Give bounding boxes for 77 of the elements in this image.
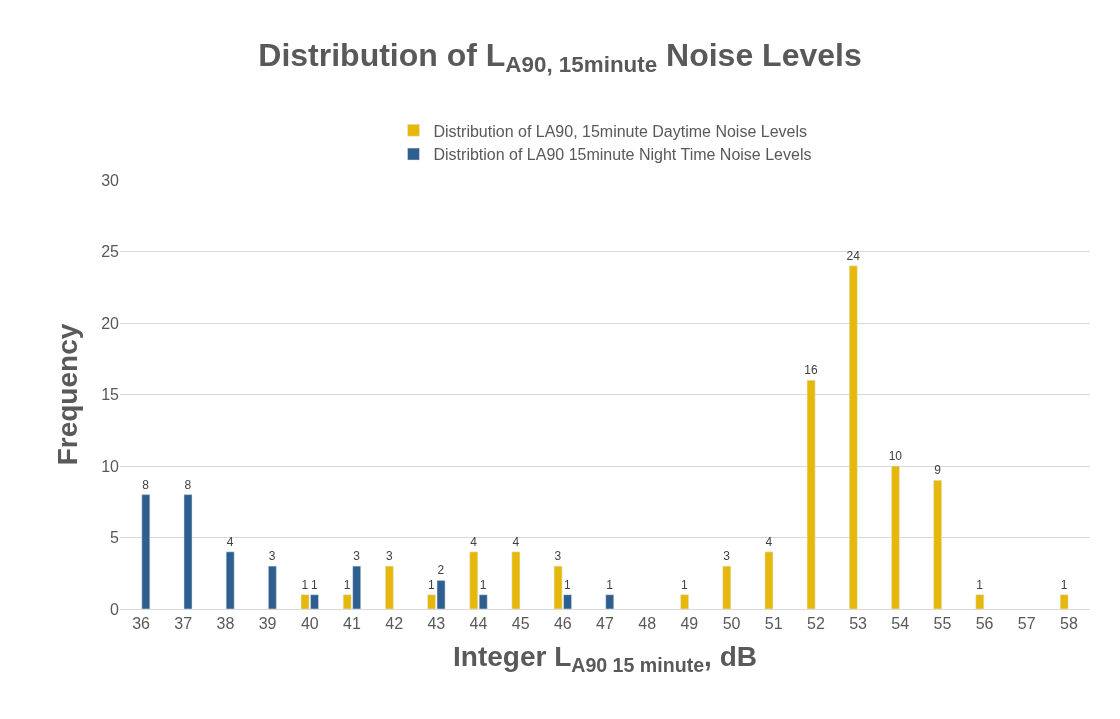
- bar: [933, 480, 942, 609]
- data-label: 1: [343, 577, 351, 592]
- x-tick-label: 40: [300, 615, 319, 633]
- x-tick-label: 43: [427, 615, 446, 633]
- data-label: 4: [226, 534, 234, 549]
- data-label: 24: [846, 248, 861, 263]
- data-label: 10: [888, 449, 903, 463]
- data-label: 1: [479, 577, 487, 592]
- bar: [891, 465, 900, 609]
- x-tick-label: 36: [132, 615, 151, 633]
- x-tick-label: 47: [596, 615, 614, 633]
- bar: [511, 551, 521, 609]
- data-label: 1: [301, 577, 309, 592]
- y-tick-label: 15: [101, 386, 120, 404]
- bar: [1059, 594, 1069, 609]
- legend-label: Distribution of LA90, 15minute Daytime Noise Levels: [433, 122, 808, 140]
- x-tick-label: 50: [722, 615, 741, 633]
- data-label: 3: [554, 549, 562, 564]
- bar: [764, 551, 774, 609]
- bar: [225, 551, 235, 609]
- x-tick-label: 42: [385, 615, 404, 633]
- x-tick-label: 53: [849, 615, 868, 633]
- x-tick-label: 44: [469, 615, 488, 633]
- x-tick-label: 41: [343, 615, 361, 633]
- bar: [722, 565, 732, 609]
- bar: [680, 594, 689, 609]
- x-tick-label: 52: [806, 615, 825, 633]
- x-tick-label: 54: [891, 615, 910, 633]
- data-label: 1: [564, 577, 572, 592]
- data-label: 9: [934, 463, 942, 478]
- y-tick-label: 10: [101, 457, 120, 475]
- bar: [385, 565, 394, 609]
- data-label: 1: [606, 577, 614, 592]
- y-tick-label: 20: [101, 314, 120, 332]
- bar: [183, 494, 193, 609]
- x-tick-label: 39: [258, 615, 277, 633]
- y-tick-label: 0: [110, 600, 120, 618]
- data-label: 4: [512, 534, 520, 549]
- data-label: 3: [353, 549, 361, 564]
- bar: [806, 379, 816, 609]
- data-label: 3: [723, 549, 731, 564]
- x-tick-label: 58: [1060, 615, 1078, 633]
- data-label: 1: [1060, 577, 1068, 592]
- data-label: 3: [385, 549, 393, 564]
- chart-title: Distribution of L$_{A90, 15minute}$ Noise Levels: [258, 36, 862, 78]
- bar: [141, 494, 151, 609]
- x-tick-label: 57: [1017, 615, 1036, 633]
- x-tick-label: 38: [216, 615, 235, 633]
- data-label: 1: [681, 577, 689, 592]
- x-tick-label: 49: [680, 615, 699, 633]
- data-label: 3: [268, 549, 276, 564]
- data-label: 2: [437, 563, 445, 578]
- y-tick-label: 5: [110, 529, 120, 547]
- data-label: 4: [470, 534, 478, 549]
- x-tick-label: 45: [511, 615, 530, 633]
- x-tick-label: 37: [174, 615, 193, 633]
- x-tick-label: 51: [764, 615, 783, 633]
- bar: [268, 565, 277, 609]
- bar: [849, 265, 858, 609]
- data-label: 8: [184, 477, 192, 492]
- bar: [975, 594, 985, 609]
- y-tick-label: 25: [101, 243, 120, 261]
- data-label: 1: [428, 577, 436, 592]
- data-label: 1: [976, 577, 984, 592]
- bar: [605, 594, 615, 609]
- legend-label: Distribtion of LA90 15minute Night Time Noise Levels: [433, 146, 812, 164]
- x-tick-label: 55: [933, 615, 952, 633]
- data-label: 16: [804, 363, 818, 378]
- x-tick-label: 48: [638, 615, 657, 633]
- data-label: 8: [142, 477, 150, 492]
- data-label: 1: [311, 577, 319, 592]
- x-tick-label: 56: [975, 615, 994, 633]
- x-tick-label: 46: [553, 615, 572, 633]
- y-tick-label: 30: [101, 171, 120, 189]
- data-label: 4: [765, 534, 773, 549]
- x-axis-title: Integer L$_{A90 15 minute}$, dB: [453, 641, 757, 677]
- y-axis-title: Frequency: [51, 323, 83, 466]
